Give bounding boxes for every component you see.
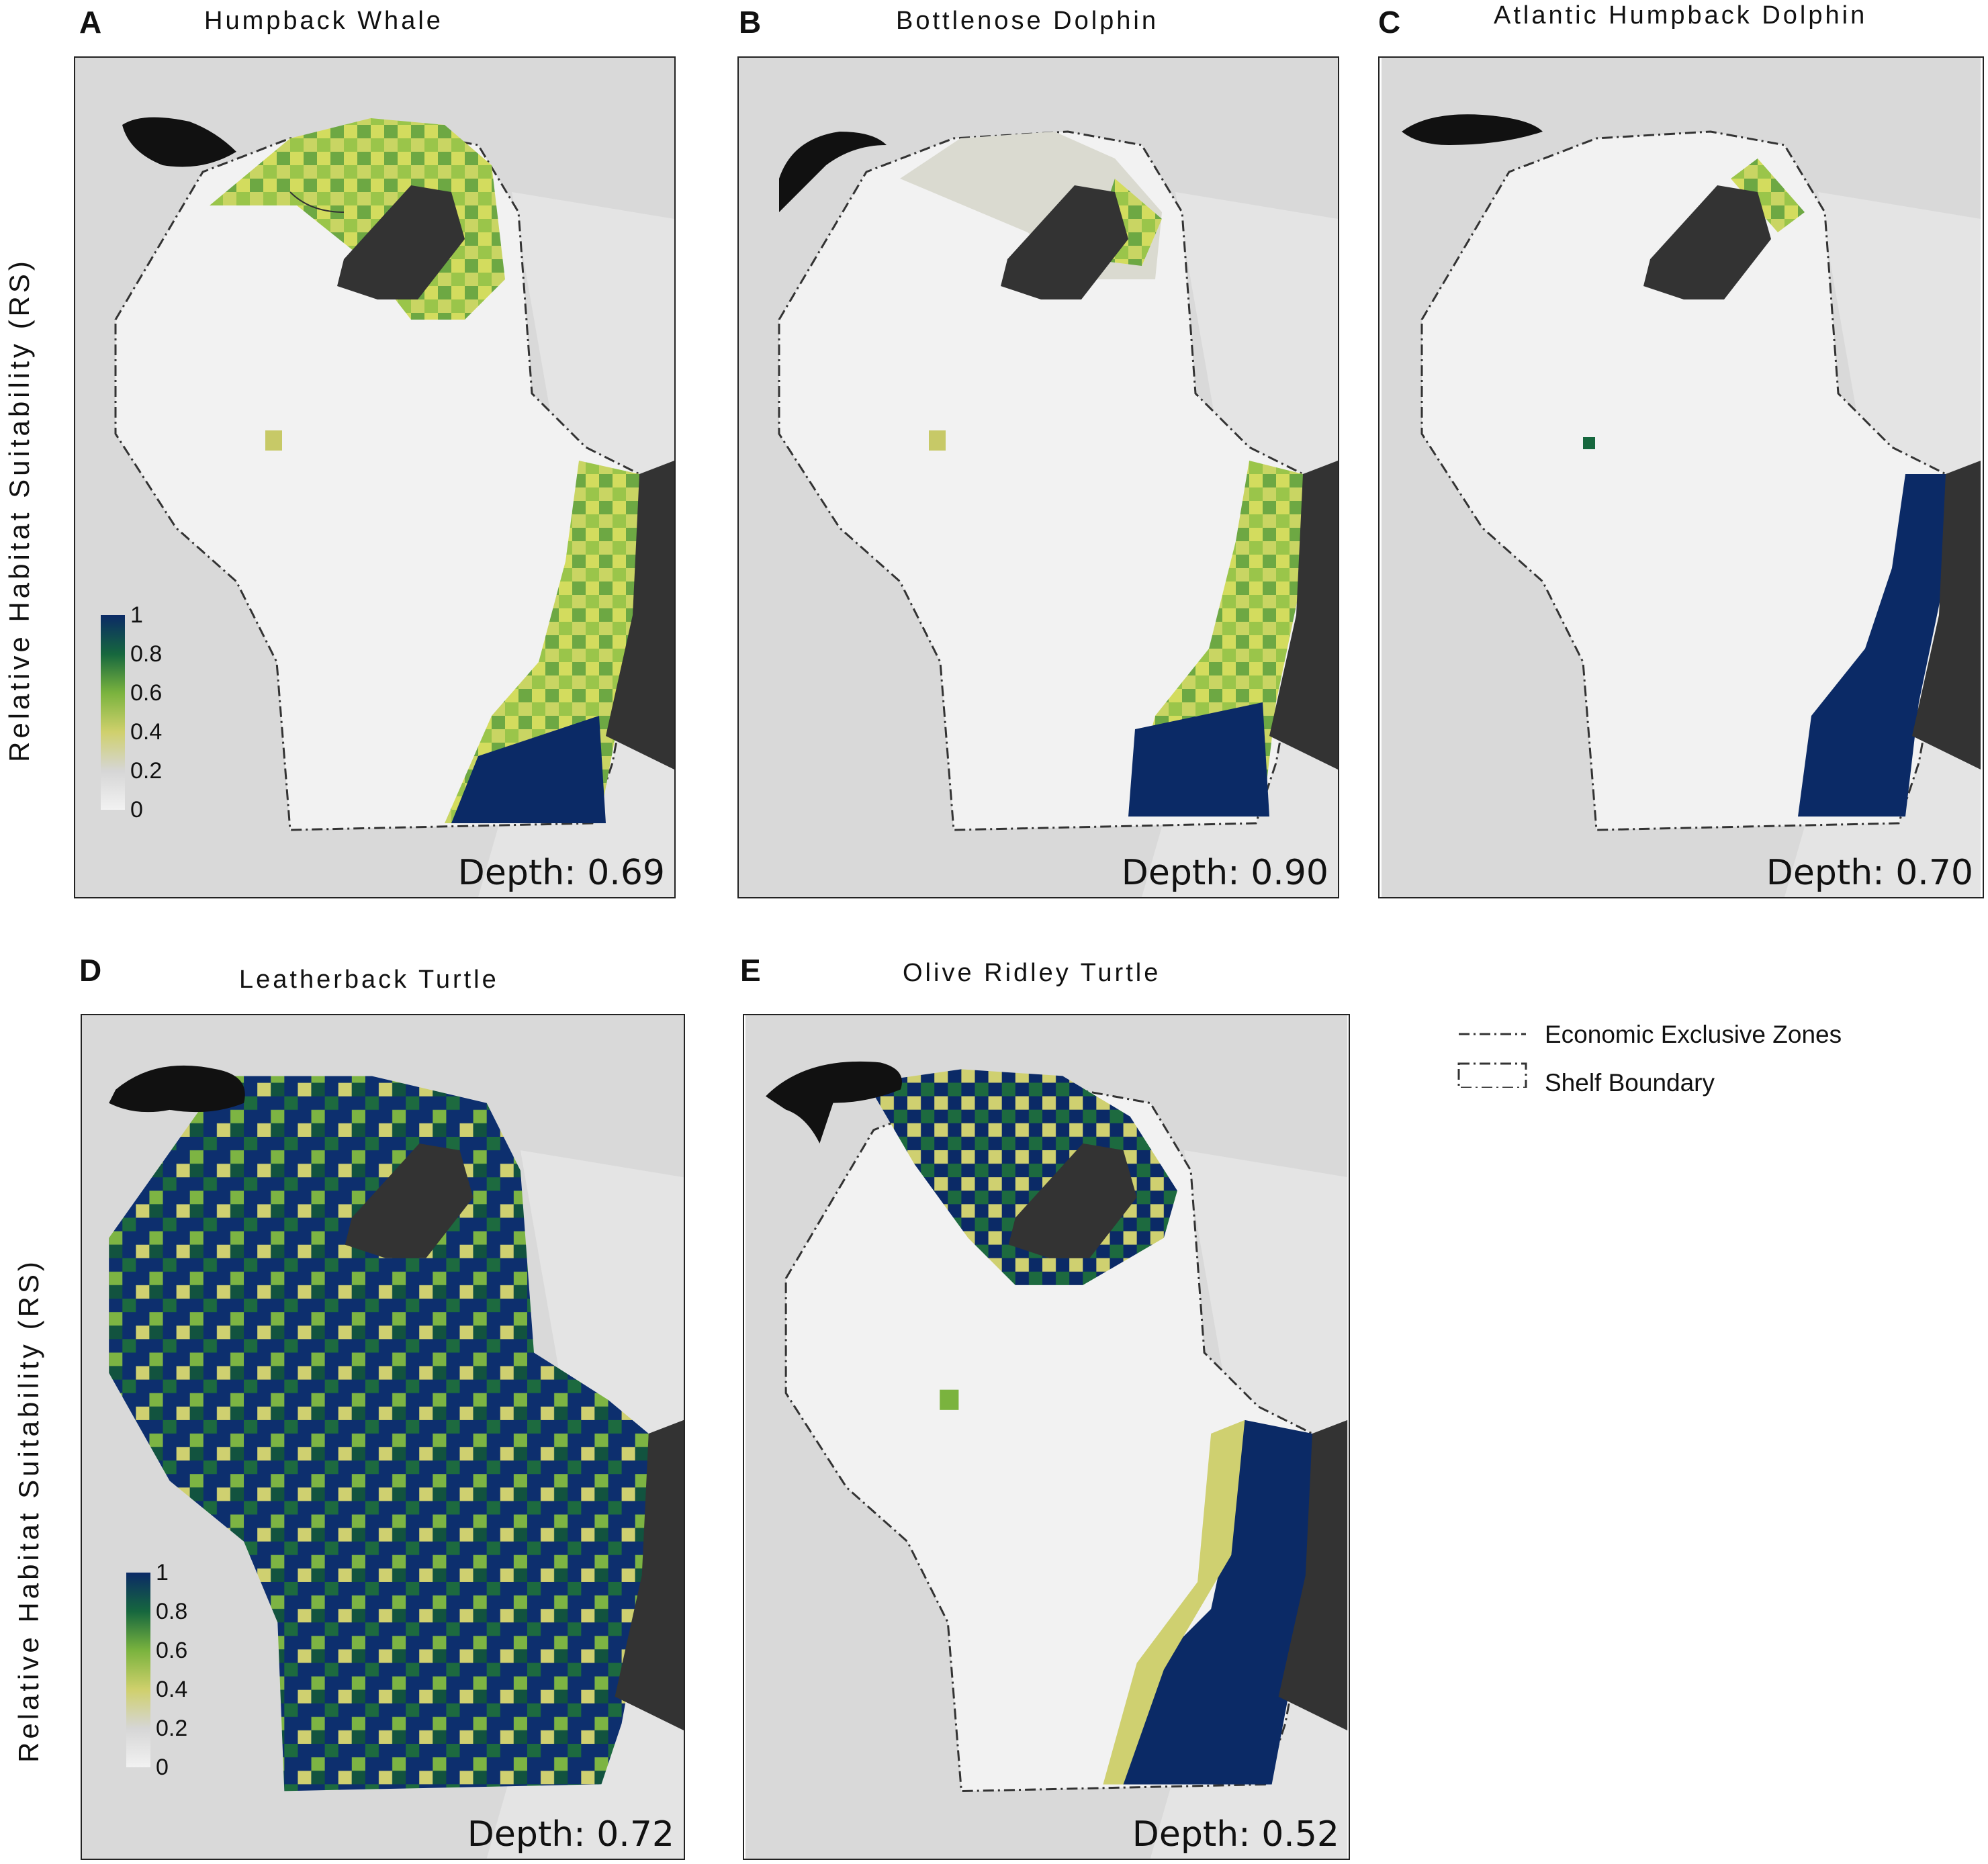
- colorbar-tick: 0.4: [130, 719, 163, 745]
- colorbar-tick: 0.2: [156, 1716, 188, 1741]
- land-mainland: [1278, 1419, 1348, 1731]
- habitat-map: [739, 58, 1338, 897]
- colorbar-tick: 0: [156, 1755, 169, 1780]
- colorbar-gradient: [126, 1573, 150, 1767]
- colorbar-tick: 1: [156, 1560, 169, 1585]
- humpback-dolphin-silhouette-icon: [1402, 114, 1543, 145]
- land-mainland: [1912, 461, 1981, 770]
- legend-shelf-label: Shelf Boundary: [1545, 1069, 1715, 1097]
- colorbar-gradient: [101, 615, 125, 810]
- seamount-cell: [929, 430, 946, 451]
- shelf-boundary: [289, 191, 345, 213]
- colorbar-tick: 0.6: [156, 1638, 188, 1663]
- depth-score: Depth: 0.69: [457, 853, 665, 893]
- land-mainland: [1269, 461, 1338, 770]
- depth-score: Depth: 0.90: [1121, 853, 1328, 893]
- colorbar-tick: 0.8: [130, 641, 163, 667]
- panel-title: Olive Ridley Turtle: [903, 959, 1161, 987]
- seamount-cell: [940, 1389, 959, 1410]
- suitability-cells: [1731, 158, 1805, 232]
- depth-score: Depth: 0.52: [1132, 1814, 1339, 1855]
- map-frame: Depth: 0.52: [743, 1014, 1350, 1860]
- colorbar-tick: 0.6: [130, 680, 163, 706]
- panel-title: Bottlenose Dolphin: [896, 7, 1159, 35]
- suitability-high: [1128, 702, 1269, 817]
- leatherback-turtle-silhouette-icon: [109, 1065, 245, 1113]
- land-mainland: [606, 461, 674, 770]
- panel-letter: A: [79, 5, 102, 40]
- colorbar-tick: 1: [130, 602, 143, 628]
- map-frame: 1 0.8 0.6 0.4 0.2 0 Depth: 0.69: [74, 56, 676, 898]
- colorbar-tick: 0.8: [156, 1599, 188, 1624]
- panel-letter: D: [79, 953, 102, 988]
- map-frame: Depth: 0.70: [1378, 56, 1984, 898]
- panel-letter: B: [739, 5, 762, 40]
- colorbar-tick: 0: [130, 797, 143, 823]
- land-island: [337, 185, 465, 299]
- seamount-cell: [1583, 437, 1595, 449]
- land-island: [1643, 185, 1771, 299]
- legend-eez-label: Economic Exclusive Zones: [1545, 1021, 1842, 1048]
- map-frame: Depth: 0.90: [737, 56, 1339, 898]
- panel-title: Atlantic Humpback Dolphin: [1494, 1, 1868, 30]
- land-island: [1001, 185, 1128, 299]
- olive-ridley-turtle-silhouette-icon: [766, 1061, 902, 1144]
- y-axis-label-bottom: Relative Habitat Suitability (RS): [13, 1258, 44, 1763]
- panel-letter: E: [740, 953, 761, 988]
- map-frame: 1 0.8 0.6 0.4 0.2 0 Depth: 0.72: [81, 1014, 685, 1860]
- panel-title: Leatherback Turtle: [239, 966, 499, 994]
- suitability-cells: [109, 1076, 662, 1791]
- land-mainland: [615, 1419, 684, 1730]
- shelf-box-symbol: [1457, 1062, 1527, 1088]
- depth-score: Depth: 0.72: [467, 1814, 674, 1855]
- bottlenose-dolphin-silhouette-icon: [779, 132, 887, 212]
- colorbar-tick: 0.4: [156, 1677, 188, 1702]
- colorbar-tick: 0.2: [130, 758, 163, 784]
- habitat-map: [75, 58, 674, 897]
- panel-title: Humpback Whale: [204, 7, 443, 35]
- suitability-mid: [1103, 1419, 1245, 1785]
- humpback-whale-silhouette-icon: [122, 117, 236, 167]
- suitability-high: [451, 716, 606, 823]
- suitability-high: [1110, 1419, 1326, 1785]
- suitability-cells: [445, 461, 653, 823]
- habitat-map: [82, 1015, 684, 1859]
- land-island: [1008, 1143, 1137, 1258]
- land-island: [345, 1144, 473, 1258]
- legend-symbols: [1457, 1033, 1527, 1088]
- depth-score: Depth: 0.70: [1766, 853, 1973, 893]
- panel-letter: C: [1378, 5, 1401, 40]
- seamount-cell: [265, 430, 282, 451]
- habitat-map: [745, 1015, 1348, 1859]
- habitat-map: [1382, 58, 1981, 897]
- y-axis-label-top: Relative Habitat Suitability (RS): [3, 258, 35, 762]
